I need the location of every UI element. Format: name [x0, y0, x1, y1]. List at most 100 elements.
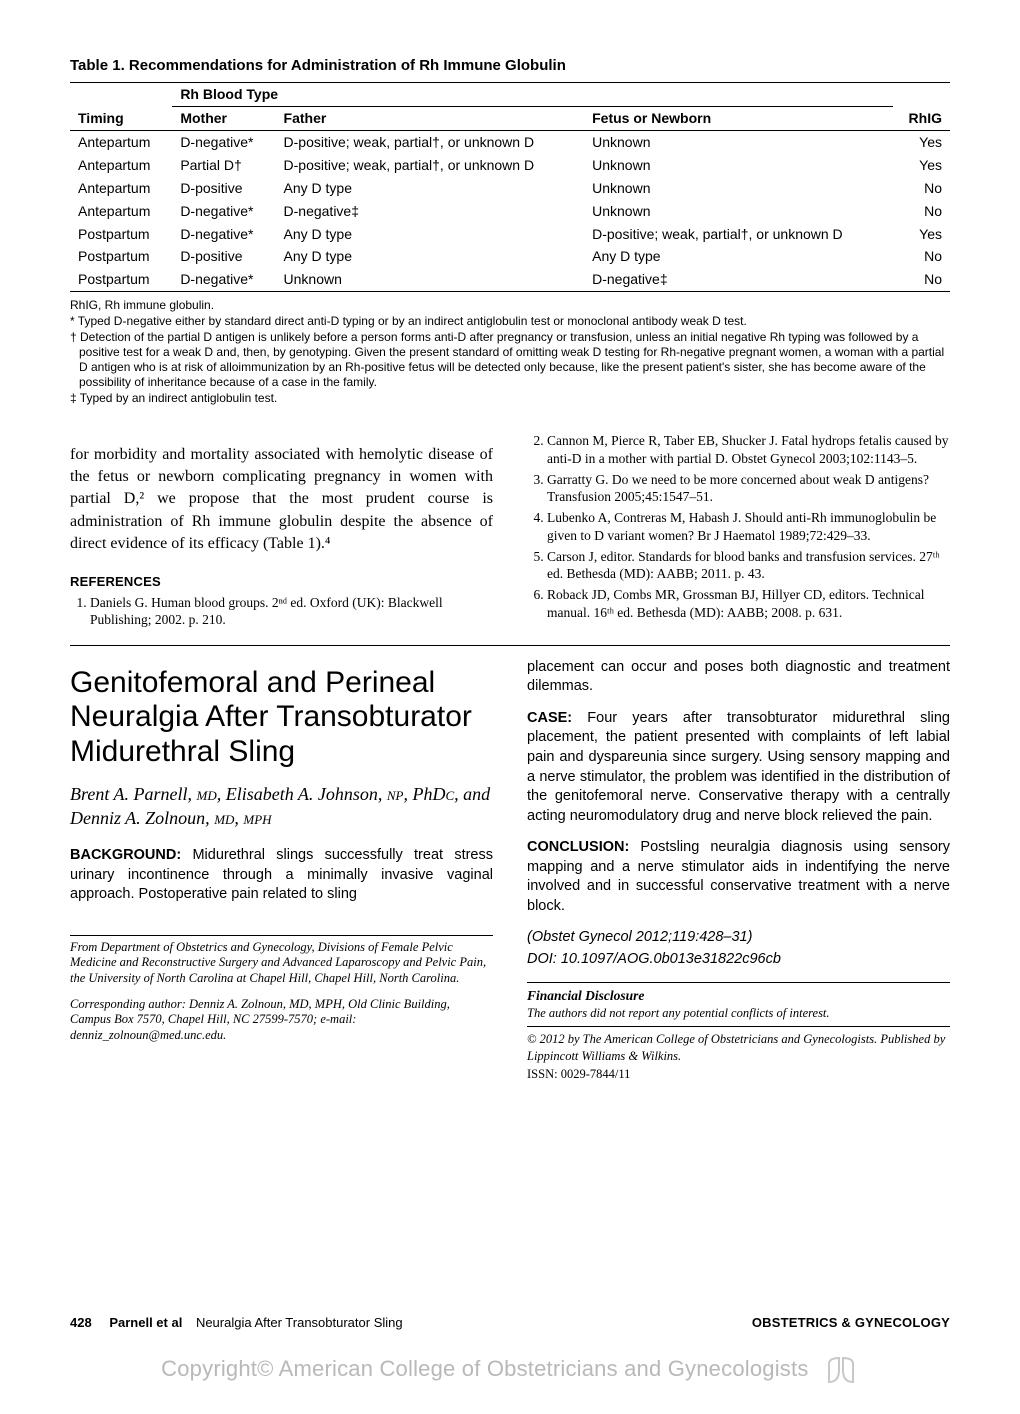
table-cell: Any D type	[584, 245, 893, 268]
table-row: AntepartumD-negative*D-negative‡UnknownN…	[70, 200, 950, 223]
table-cell: Antepartum	[70, 154, 172, 177]
page-footer: 428 Parnell et al Neuralgia After Transo…	[70, 1314, 950, 1332]
article-title: Genitofemoral and Perineal Neuralgia Aft…	[70, 666, 493, 770]
upper-right-col: Cannon M, Pierce R, Taber EB, Shucker J.…	[527, 428, 950, 632]
table-cell: D-positive; weak, partial†, or unknown D	[276, 131, 585, 154]
section-rule	[70, 645, 950, 646]
table-col: Father	[276, 107, 585, 131]
table-cell: Yes	[893, 154, 950, 177]
table-cell: D-negative*	[172, 131, 275, 154]
table-cell: No	[893, 200, 950, 223]
references-right: Cannon M, Pierce R, Taber EB, Shucker J.…	[527, 432, 950, 621]
abstract-left: BACKGROUND: Midurethral slings successfu…	[70, 846, 493, 905]
abstract-right: placement can occur and poses both diagn…	[527, 658, 950, 970]
table-cell: Any D type	[276, 245, 585, 268]
placement-cont: placement can occur and poses both diagn…	[527, 658, 950, 697]
table-cell: No	[893, 245, 950, 268]
table-row: PostpartumD-negative*UnknownD-negative‡N…	[70, 268, 950, 291]
table-cell: Unknown	[584, 177, 893, 200]
table-cell: No	[893, 268, 950, 291]
table-cell: Partial D†	[172, 154, 275, 177]
affil-rule-top	[70, 935, 493, 936]
references-left: Daniels G. Human blood groups. 2ⁿᵈ ed. O…	[70, 594, 493, 629]
table-row: AntepartumD-positiveAny D typeUnknownNo	[70, 177, 950, 200]
authors-text: Brent A. Parnell, md, Elisabeth A. Johns…	[70, 784, 490, 827]
fin-rule-top	[527, 982, 950, 983]
footnote-abbr: RhIG, Rh immune globulin.	[70, 298, 950, 313]
table-cell: Unknown	[276, 268, 585, 291]
citation: (Obstet Gynecol 2012;119:428–31)	[527, 928, 950, 948]
table-cell: D-positive	[172, 245, 275, 268]
table-cell: Any D type	[276, 177, 585, 200]
article-authors: Brent A. Parnell, md, Elisabeth A. Johns…	[70, 783, 493, 830]
table-cell: Yes	[893, 131, 950, 154]
table-cell: Antepartum	[70, 131, 172, 154]
doi: DOI: 10.1097/AOG.0b013e31822c96cb	[527, 950, 950, 970]
footnote-ddagger: ‡ Typed by an indirect antiglobulin test…	[70, 391, 950, 406]
table-superheader: Rh Blood Type	[172, 83, 892, 107]
table-cell: Any D type	[276, 223, 585, 246]
footer-journal: OBSTETRICS & GYNECOLOGY	[752, 1314, 950, 1332]
table-cell: Antepartum	[70, 200, 172, 223]
table-header-row: Timing Mother Father Fetus or Newborn Rh…	[70, 107, 950, 131]
background-lead: BACKGROUND:	[70, 847, 181, 863]
table-cell: Antepartum	[70, 177, 172, 200]
reference-item: Carson J, editor. Standards for blood ba…	[547, 548, 950, 583]
table-cell: D-positive; weak, partial†, or unknown D	[276, 154, 585, 177]
rh-table: Rh Blood Type Timing Mother Father Fetus…	[70, 82, 950, 292]
table-cell: D-negative‡	[584, 268, 893, 291]
table-cell: D-positive; weak, partial†, or unknown D	[584, 223, 893, 246]
table-col: Timing	[70, 107, 172, 131]
case-text: Four years after transobturator midureth…	[527, 710, 950, 824]
affiliation: From Department of Obstetrics and Gyneco…	[70, 940, 493, 987]
financial-disclosure-body: The authors did not report any potential…	[527, 1005, 950, 1022]
case-lead: CASE:	[527, 710, 572, 726]
table-col: Fetus or Newborn	[584, 107, 893, 131]
table-cell: D-negative‡	[276, 200, 585, 223]
copyright-watermark: Copyright© American College of Obstetric…	[0, 1352, 1020, 1388]
table-footnotes: RhIG, Rh immune globulin. * Typed D-nega…	[70, 298, 950, 406]
article-right-col: placement can occur and poses both diagn…	[527, 658, 950, 1086]
table-row: AntepartumPartial D†D-positive; weak, pa…	[70, 154, 950, 177]
table-block: Table 1. Recommendations for Administrat…	[70, 56, 950, 406]
table-body: AntepartumD-negative*D-positive; weak, p…	[70, 131, 950, 292]
reference-item: Roback JD, Combs MR, Grossman BJ, Hillye…	[547, 586, 950, 621]
issn: ISSN: 0029-7844/11	[527, 1066, 950, 1083]
acog-logo-icon	[823, 1352, 859, 1388]
page-number: 428	[70, 1315, 92, 1330]
reference-item: Garratty G. Do we need to be more concer…	[547, 471, 950, 506]
article-two-col: Genitofemoral and Perineal Neuralgia Aft…	[70, 658, 950, 1086]
continuation-para: for morbidity and mortality associated w…	[70, 444, 493, 554]
table-row: PostpartumD-negative*Any D typeD-positiv…	[70, 223, 950, 246]
references-heading: REFERENCES	[70, 573, 493, 591]
table-cell: Yes	[893, 223, 950, 246]
reference-item: Lubenko A, Contreras M, Habash J. Should…	[547, 509, 950, 544]
corresponding-author: Corresponding author: Denniz A. Zolnoun,…	[70, 997, 493, 1044]
table-cell: Unknown	[584, 131, 893, 154]
table-title: Table 1. Recommendations for Administrat…	[70, 56, 950, 76]
table-cell: D-negative*	[172, 200, 275, 223]
table-cell: No	[893, 177, 950, 200]
table-row: AntepartumD-negative*D-positive; weak, p…	[70, 131, 950, 154]
table-cell: Postpartum	[70, 268, 172, 291]
reference-item: Cannon M, Pierce R, Taber EB, Shucker J.…	[547, 432, 950, 467]
footer-short-title: Neuralgia After Transobturator Sling	[196, 1315, 403, 1330]
upper-left-col: for morbidity and mortality associated w…	[70, 428, 493, 632]
financial-disclosure-head: Financial Disclosure	[527, 987, 950, 1005]
table-cell: D-negative*	[172, 268, 275, 291]
table-cell: Postpartum	[70, 223, 172, 246]
footer-authors: Parnell et al	[109, 1315, 182, 1330]
footnote-star: * Typed D-negative either by standard di…	[70, 314, 950, 329]
footer-left: 428 Parnell et al Neuralgia After Transo…	[70, 1314, 403, 1332]
table-cell: Unknown	[584, 154, 893, 177]
table-row: PostpartumD-positiveAny D typeAny D type…	[70, 245, 950, 268]
table-cell: D-positive	[172, 177, 275, 200]
upper-two-col: for morbidity and mortality associated w…	[70, 428, 950, 632]
table-cell: Postpartum	[70, 245, 172, 268]
copyright-notice: © 2012 by The American College of Obstet…	[527, 1031, 950, 1065]
footnote-dagger: † Detection of the partial D antigen is …	[70, 330, 950, 390]
reference-item: Daniels G. Human blood groups. 2ⁿᵈ ed. O…	[90, 594, 493, 629]
table-col: Mother	[172, 107, 275, 131]
table-cell: D-negative*	[172, 223, 275, 246]
conclusion-lead: CONCLUSION:	[527, 839, 629, 855]
